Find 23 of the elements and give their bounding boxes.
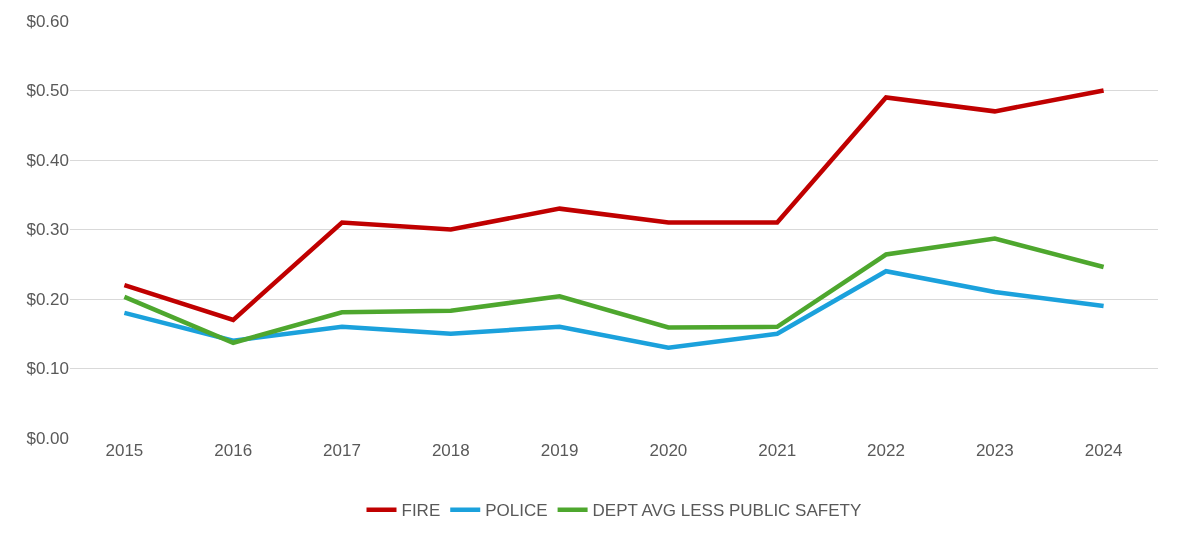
x-tick-label: 2022 — [867, 441, 905, 460]
y-tick-label: $0.10 — [26, 359, 69, 379]
line-series — [122, 236, 1106, 346]
x-tick-label: 2018 — [431, 441, 470, 460]
x-tick-label: 2019 — [540, 441, 579, 460]
line-series — [122, 88, 1106, 323]
x-tick-label: 2023 — [975, 441, 1014, 460]
y-tick-label: $0.40 — [26, 150, 69, 170]
y-tick-label: $0.30 — [26, 220, 69, 240]
x-tick-label: 2016 — [214, 441, 253, 460]
legend-label: FIRE — [401, 501, 441, 521]
y-tick-label: $0.00 — [26, 428, 69, 448]
x-tick-label: 2015 — [105, 441, 144, 460]
line-series — [122, 268, 1106, 350]
y-tick-label: $0.50 — [26, 81, 69, 101]
y-tick-label: $0.60 — [26, 11, 69, 31]
x-tick-label: 2021 — [758, 441, 797, 460]
legend-label: DEPT AVG LESS PUBLIC SAFETY — [592, 501, 862, 521]
x-tick-label: 2020 — [649, 441, 688, 460]
legend-label: POLICE — [485, 501, 548, 521]
x-tick-label: 2017 — [323, 441, 361, 460]
y-tick-label: $0.20 — [26, 289, 69, 309]
x-tick-label: 2024 — [1084, 441, 1123, 460]
